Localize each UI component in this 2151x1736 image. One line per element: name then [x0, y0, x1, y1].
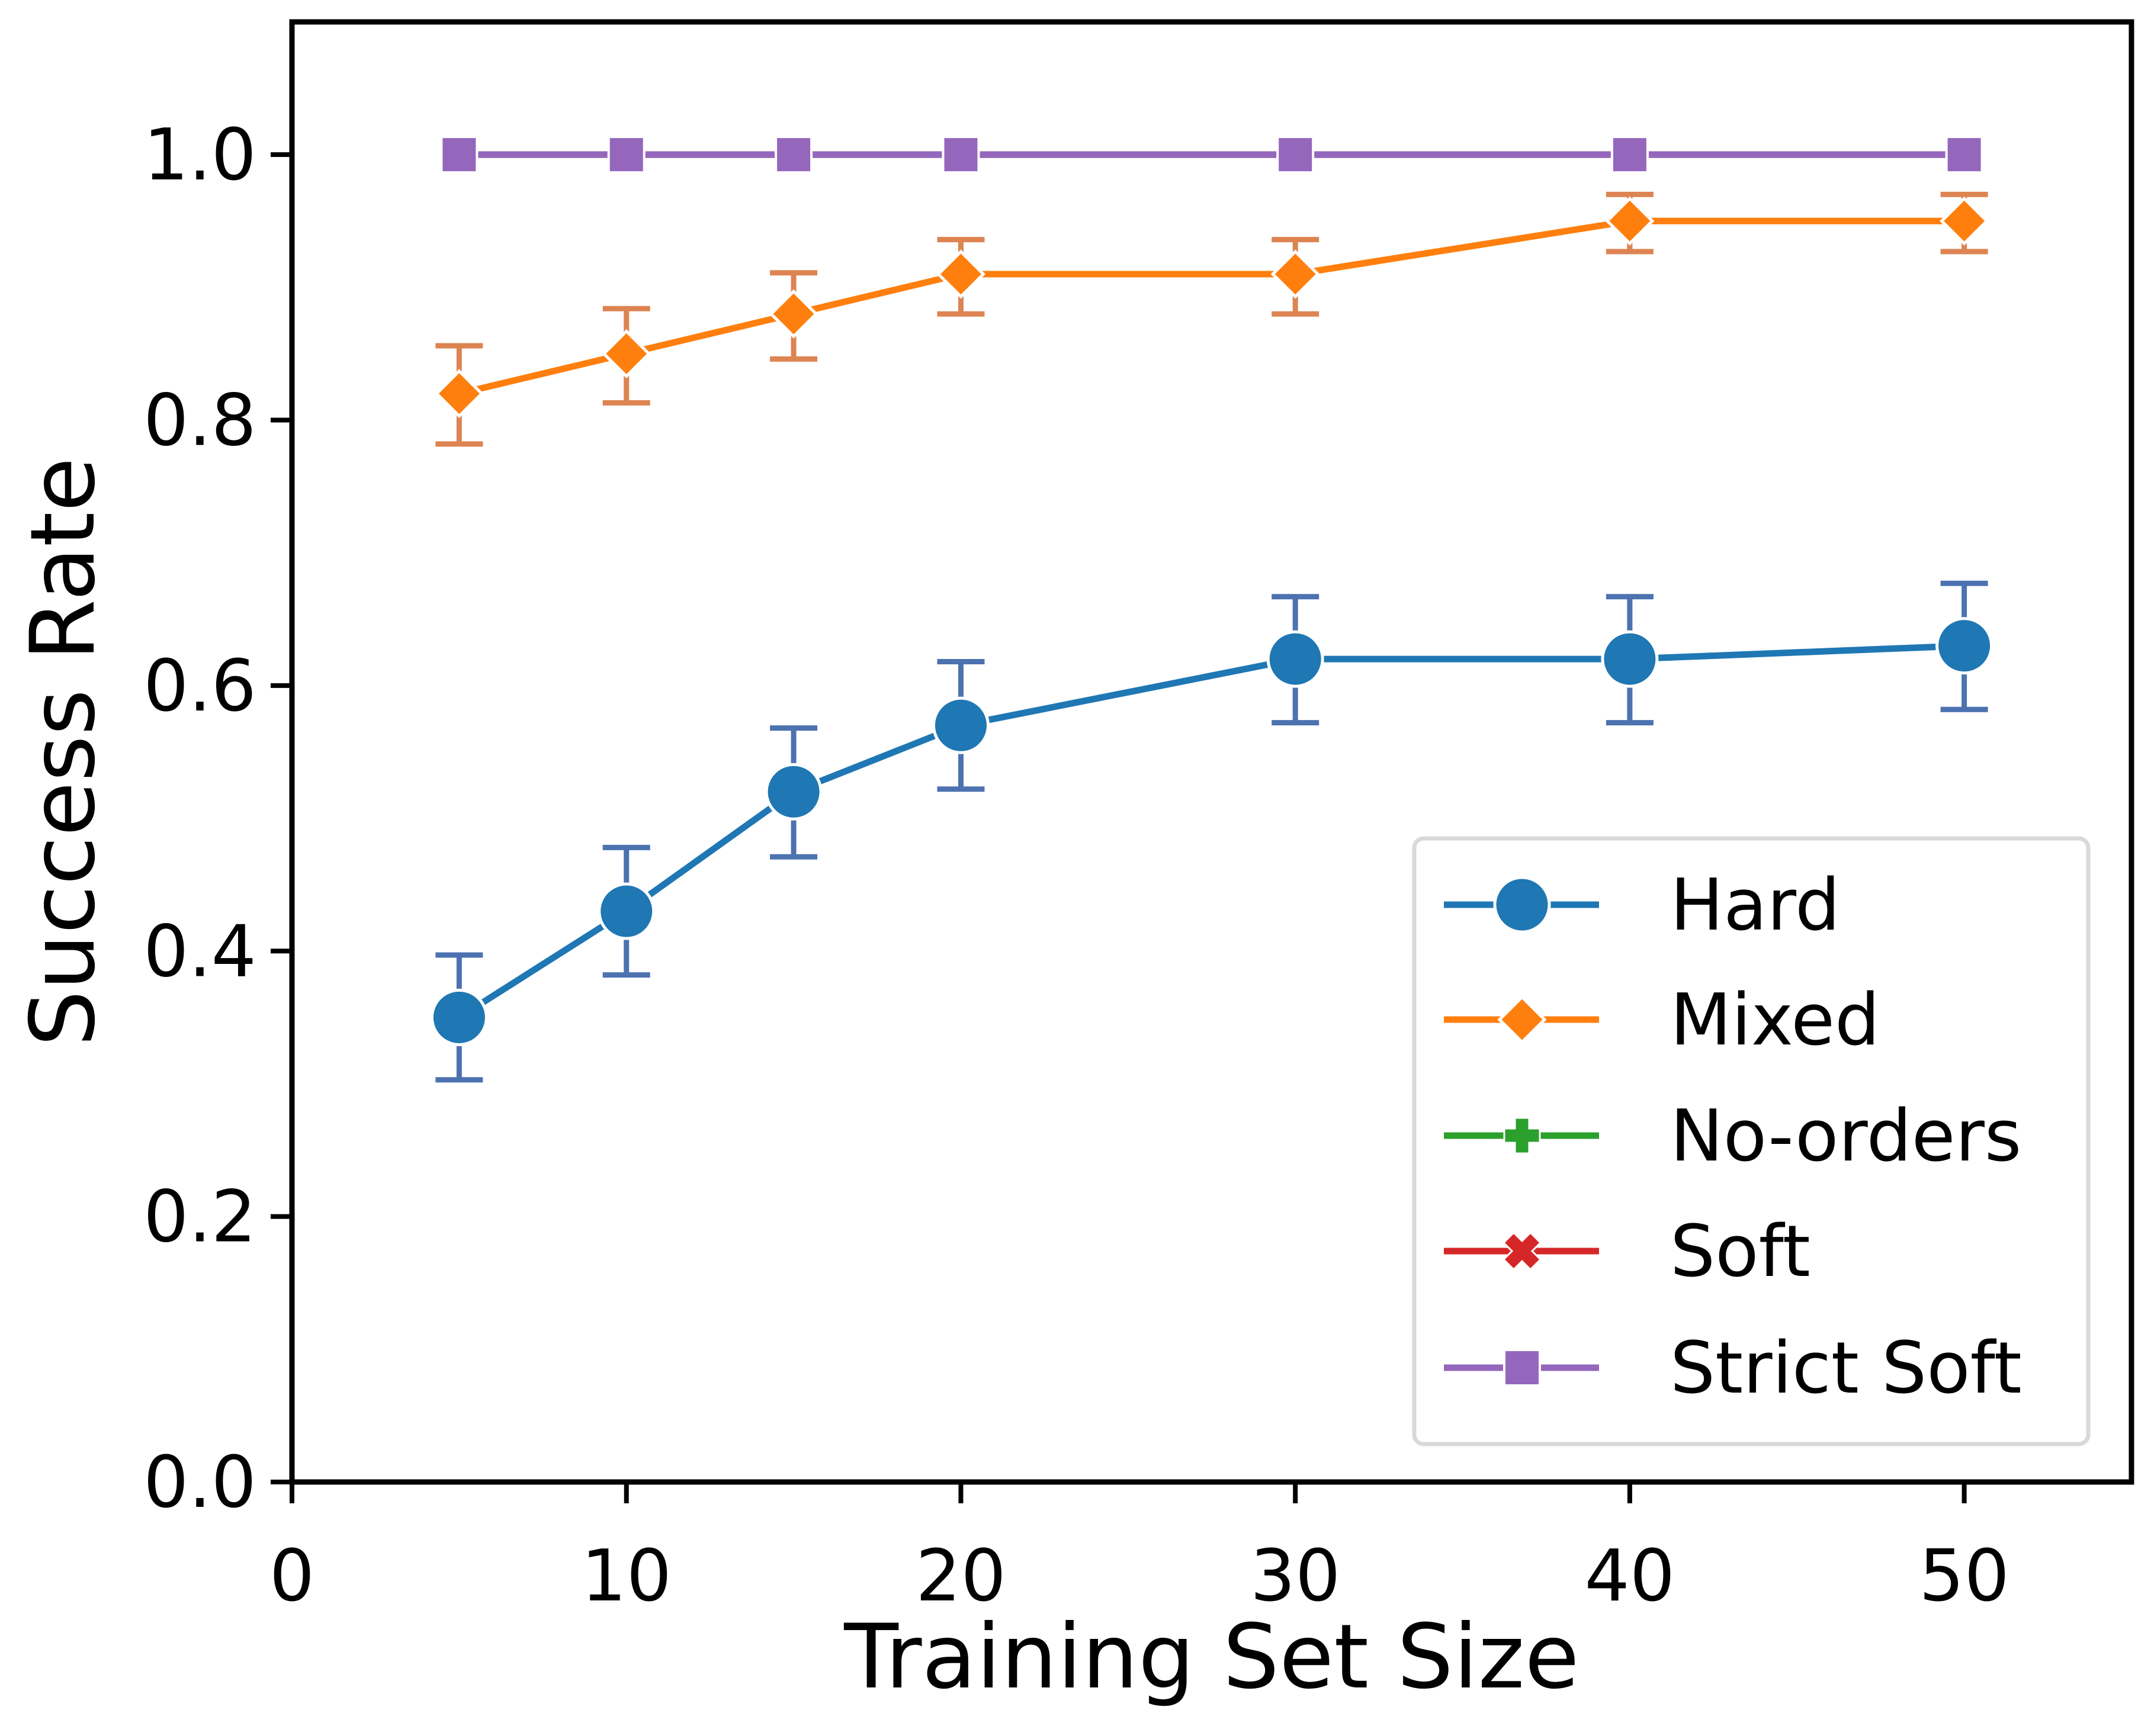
- legend-item-hard: Hard: [1444, 864, 1840, 947]
- series-strict-soft: [440, 136, 1983, 174]
- legend-item-mixed: Mixed: [1444, 979, 1880, 1062]
- legend-label: Hard: [1670, 864, 1840, 947]
- series-mixed: [434, 191, 1989, 447]
- data-point: [1945, 136, 1983, 174]
- legend-marker: [1502, 1231, 1542, 1271]
- legend-box: [1412, 836, 2091, 1446]
- y-tick-label: 0.2: [143, 1176, 256, 1259]
- legend-label: Mixed: [1670, 979, 1880, 1062]
- data-point: [598, 882, 656, 940]
- data-point: [775, 136, 813, 174]
- legend-marker: [1503, 1349, 1541, 1387]
- data-point: [602, 329, 651, 378]
- x-tick-label: 40: [1585, 1535, 1675, 1618]
- y-tick-label: 0.4: [143, 911, 256, 993]
- legend: Hard Mixed No-orders Soft Strict Soft: [1412, 836, 2091, 1446]
- legend-item-no-orders: No-orders: [1444, 1095, 2021, 1178]
- legend-marker: [1503, 1117, 1541, 1155]
- x-axis-label: Training Set Size: [843, 1606, 1579, 1709]
- data-point: [765, 763, 823, 821]
- data-point: [440, 136, 479, 174]
- y-axis-label: Success Rate: [12, 457, 115, 1046]
- series-hard: [430, 580, 1993, 1083]
- x-marker-shape: [1502, 1231, 1542, 1271]
- data-point: [942, 136, 980, 174]
- legend-marker: [1497, 995, 1547, 1044]
- y-tick-label: 1.0: [143, 114, 256, 197]
- x-tick-label: 20: [916, 1535, 1006, 1618]
- y-tick-label: 0.8: [143, 380, 256, 462]
- data-point: [1940, 196, 1989, 246]
- data-point: [1610, 136, 1649, 174]
- x-tick-label: 0: [269, 1535, 314, 1618]
- legend-item-strict-soft: Strict Soft: [1444, 1327, 2022, 1410]
- data-point: [1605, 196, 1655, 246]
- legend-label: Strict Soft: [1670, 1327, 2022, 1410]
- data-point: [1266, 630, 1324, 688]
- data-point: [1270, 249, 1320, 299]
- plot-area: [430, 134, 1993, 1083]
- axes-frame: [289, 19, 2134, 1485]
- axis-ticks: 0 10 20 30 40 50 0.0 0.2 0.4 0.6 0.8 1.0: [143, 114, 2009, 1618]
- data-point: [932, 696, 990, 754]
- data-point: [936, 249, 985, 299]
- legend-label: No-orders: [1670, 1095, 2021, 1178]
- y-tick-label: 0.0: [143, 1442, 256, 1524]
- x-tick-label: 10: [581, 1535, 672, 1618]
- x-tick-label: 30: [1250, 1535, 1341, 1618]
- data-point: [430, 988, 488, 1046]
- y-tick-label: 0.6: [143, 645, 256, 728]
- legend-label: Soft: [1670, 1211, 1810, 1293]
- data-point: [434, 369, 484, 419]
- data-point: [1601, 630, 1659, 688]
- legend-item-soft: Soft: [1444, 1211, 1810, 1293]
- data-point: [1935, 617, 1993, 675]
- data-point: [1276, 136, 1315, 174]
- data-point: [607, 136, 646, 174]
- legend-marker: [1493, 876, 1551, 934]
- x-tick-label: 50: [1919, 1535, 2009, 1618]
- data-point: [769, 289, 818, 339]
- series-line: [458, 217, 1964, 397]
